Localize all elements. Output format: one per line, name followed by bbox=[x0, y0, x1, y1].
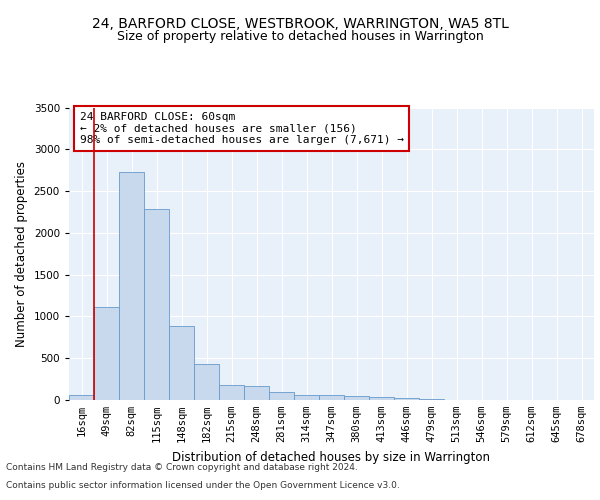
Bar bbox=[194, 364, 219, 400]
Bar bbox=[94, 307, 119, 400]
Bar bbox=[119, 172, 144, 400]
Bar bbox=[144, 208, 169, 400]
Text: 24 BARFORD CLOSE: 60sqm
← 2% of detached houses are smaller (156)
98% of semi-de: 24 BARFORD CLOSE: 60sqm ← 2% of detached… bbox=[79, 112, 404, 145]
Bar bbox=[344, 396, 369, 400]
X-axis label: Distribution of detached houses by size in Warrington: Distribution of detached houses by size … bbox=[173, 450, 491, 464]
Bar bbox=[169, 326, 194, 400]
Bar bbox=[394, 398, 419, 400]
Bar bbox=[269, 392, 294, 400]
Bar bbox=[69, 396, 94, 400]
Y-axis label: Number of detached properties: Number of detached properties bbox=[15, 161, 28, 347]
Text: 24, BARFORD CLOSE, WESTBROOK, WARRINGTON, WA5 8TL: 24, BARFORD CLOSE, WESTBROOK, WARRINGTON… bbox=[92, 18, 508, 32]
Bar bbox=[219, 386, 244, 400]
Bar bbox=[294, 394, 319, 400]
Bar bbox=[244, 386, 269, 400]
Text: Contains HM Land Registry data © Crown copyright and database right 2024.: Contains HM Land Registry data © Crown c… bbox=[6, 464, 358, 472]
Bar bbox=[369, 397, 394, 400]
Bar bbox=[319, 396, 344, 400]
Text: Contains public sector information licensed under the Open Government Licence v3: Contains public sector information licen… bbox=[6, 481, 400, 490]
Text: Size of property relative to detached houses in Warrington: Size of property relative to detached ho… bbox=[116, 30, 484, 43]
Bar bbox=[419, 398, 444, 400]
